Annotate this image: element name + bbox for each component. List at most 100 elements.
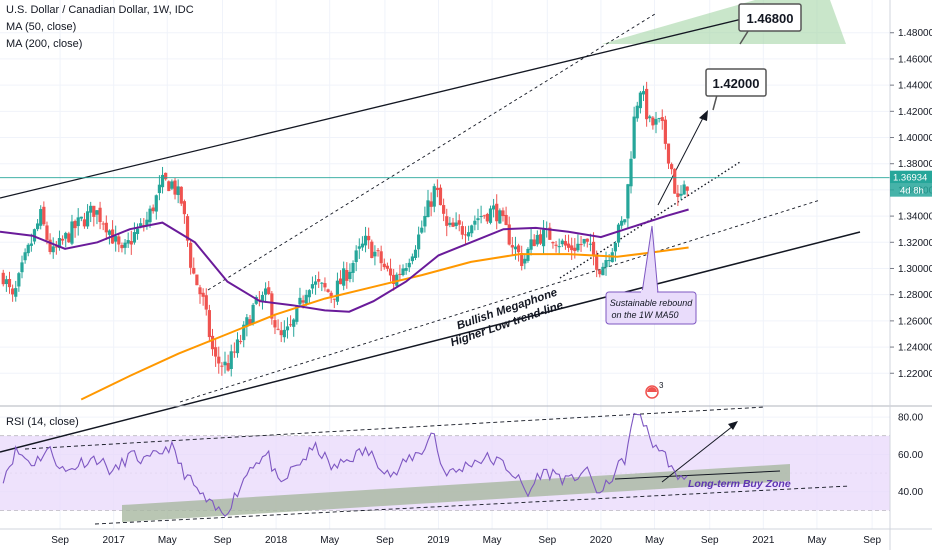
price-tick-label: 1.30000 bbox=[898, 264, 932, 275]
candle-body bbox=[276, 328, 280, 330]
candle-body bbox=[26, 244, 30, 254]
candle-body bbox=[157, 184, 162, 194]
candle-body bbox=[435, 187, 439, 191]
price-tick-label: 1.42000 bbox=[898, 107, 932, 118]
rsi-axis[interactable]: 40.00 60.00 80.00 bbox=[898, 413, 923, 499]
alert-count: 3 bbox=[659, 381, 664, 390]
candle-body bbox=[379, 251, 383, 264]
ma200-line bbox=[80, 246, 689, 401]
candle-body bbox=[398, 273, 402, 275]
time-axis[interactable]: Sep 2017 May Sep 2018 May Sep 2019 May Sep 2020 May… bbox=[51, 535, 881, 546]
candle-body bbox=[470, 225, 474, 234]
candle-body bbox=[348, 271, 352, 279]
candle-body bbox=[392, 274, 396, 285]
candle-body bbox=[582, 238, 586, 244]
price-tick-label: 1.46000 bbox=[898, 54, 932, 65]
candle-body bbox=[204, 295, 208, 310]
time-tick-label: 2020 bbox=[590, 535, 613, 546]
rsi-line bbox=[2, 412, 688, 517]
candle-body bbox=[520, 253, 524, 267]
channel-lower-dashed bbox=[179, 199, 821, 403]
price-tick-label: 1.28000 bbox=[898, 290, 932, 301]
candle-body bbox=[479, 215, 483, 217]
buy-zone-label: Long-term Buy Zone bbox=[688, 478, 791, 490]
megaphone-upper-line bbox=[0, 4, 801, 199]
symbol-title[interactable]: U.S. Dollar / Canadian Dollar, 1W, IDC bbox=[6, 4, 194, 16]
candle-body bbox=[454, 222, 458, 227]
rsi-projection-arrow bbox=[661, 425, 734, 483]
symbol-legend: U.S. Dollar / Canadian Dollar, 1W, IDC M… bbox=[6, 2, 194, 53]
candle-body bbox=[254, 296, 258, 304]
candle-body bbox=[585, 238, 589, 242]
candle-body bbox=[495, 203, 499, 222]
candle-body bbox=[648, 116, 652, 119]
ma200-legend[interactable]: MA (200, close) bbox=[6, 38, 83, 50]
time-tick-label: 2019 bbox=[427, 535, 450, 546]
candle-body bbox=[220, 365, 224, 367]
candle-body bbox=[70, 221, 74, 244]
candle-body bbox=[467, 232, 471, 237]
candle-body bbox=[460, 226, 464, 235]
candle-body bbox=[685, 186, 689, 191]
price-tick-label: 1.38000 bbox=[898, 159, 932, 170]
candle-body bbox=[588, 243, 593, 245]
candle-body bbox=[132, 232, 137, 243]
candle-body bbox=[298, 297, 302, 305]
candle-body bbox=[367, 235, 371, 241]
price-tick-label: 1.40000 bbox=[898, 133, 932, 144]
candle-body bbox=[641, 91, 646, 95]
candle-body bbox=[560, 240, 564, 245]
ma50-legend[interactable]: MA (50, close) bbox=[6, 21, 77, 33]
candle-body bbox=[48, 239, 52, 252]
candle-body bbox=[388, 268, 393, 276]
candle-body bbox=[229, 351, 233, 369]
rsi-tick-label: 80.00 bbox=[898, 413, 923, 424]
candle-body bbox=[410, 256, 414, 262]
candle-body bbox=[504, 214, 508, 226]
candle-body bbox=[548, 227, 552, 240]
candle-body bbox=[476, 218, 480, 221]
candle-body bbox=[11, 288, 15, 295]
candle-body bbox=[267, 287, 271, 294]
candle-body bbox=[82, 219, 87, 227]
alert-icon[interactable]: 3 bbox=[645, 381, 664, 399]
candle-body bbox=[595, 254, 599, 270]
candle-body bbox=[342, 268, 346, 286]
candle-body bbox=[232, 351, 236, 353]
candle-body bbox=[167, 181, 171, 192]
candle-body bbox=[4, 279, 8, 285]
candle-body bbox=[363, 235, 368, 246]
candle-body bbox=[382, 263, 386, 268]
time-tick-label: 2017 bbox=[103, 535, 126, 546]
target-callout-1[interactable]: 1.46800 bbox=[738, 3, 802, 45]
candle-body bbox=[604, 260, 608, 268]
candle-body bbox=[92, 205, 96, 217]
candle-body bbox=[404, 268, 408, 271]
candle-body bbox=[645, 88, 649, 120]
candle-body bbox=[551, 242, 555, 244]
candle-body bbox=[482, 215, 486, 217]
candle-body bbox=[354, 250, 358, 263]
price-axis[interactable]: 1.22000 1.24000 1.26000 1.28000 1.30000 1.320… bbox=[890, 28, 932, 380]
candle-body bbox=[516, 245, 521, 253]
candle-body bbox=[670, 164, 674, 170]
candle-body bbox=[576, 243, 580, 251]
candle-body bbox=[189, 242, 193, 268]
candle-body bbox=[89, 205, 93, 213]
candle-body bbox=[457, 220, 461, 225]
candle-body bbox=[413, 249, 418, 258]
target-callout-2[interactable]: 1.42000 bbox=[705, 68, 767, 111]
candle-body bbox=[451, 222, 455, 227]
rebound-callout[interactable]: Sustainable rebound on the 1W MA50 bbox=[605, 225, 697, 325]
candle-body bbox=[532, 239, 536, 247]
rsi-projection-arrowhead bbox=[728, 421, 738, 430]
candle-body bbox=[195, 274, 199, 286]
candle-body bbox=[217, 356, 221, 364]
candle-body bbox=[682, 184, 686, 195]
rsi-legend[interactable]: RSI (14, close) bbox=[6, 414, 79, 431]
candle-body bbox=[651, 117, 655, 126]
candle-body bbox=[326, 289, 330, 292]
time-tick-label: May bbox=[320, 535, 339, 546]
candle-body bbox=[676, 193, 680, 198]
candle-body bbox=[579, 244, 583, 246]
